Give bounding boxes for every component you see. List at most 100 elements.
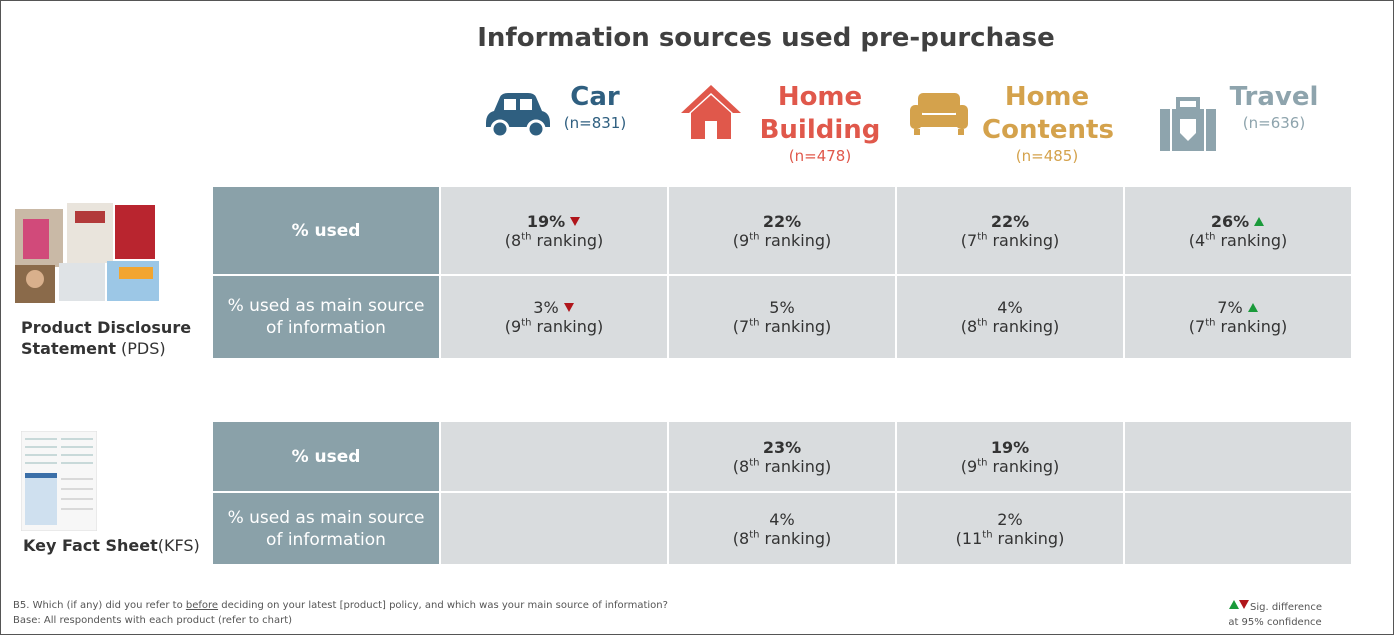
kfs-thumbnail [21, 431, 97, 531]
row-label: % used [213, 187, 439, 274]
value-line: 5% [769, 298, 794, 317]
value: 4% [997, 298, 1022, 317]
ordinal: th [749, 231, 759, 242]
product-name: Home Contents [982, 81, 1112, 147]
product-icon [679, 83, 743, 147]
rank-text: ranking) [764, 457, 831, 476]
section-name: Key Fact Sheet(KFS) [23, 535, 213, 556]
sig-arrow [569, 212, 581, 231]
rank-text: ranking) [536, 317, 603, 336]
rank-text: ranking) [764, 529, 831, 548]
ordinal: th [1205, 318, 1215, 329]
rank: (7 [961, 231, 977, 250]
product-text: Travel(n=636) [1230, 81, 1319, 132]
table-cell [1125, 422, 1351, 491]
row-label: % used as main source of information [213, 276, 439, 358]
value: 22% [991, 212, 1029, 231]
ordinal: th [521, 231, 531, 242]
slide: Information sources used pre-purchase B5… [0, 0, 1394, 635]
rank: (11 [956, 529, 983, 548]
ordinal: th [977, 318, 987, 329]
product-base: (n=636) [1230, 114, 1319, 132]
rank: (8 [961, 317, 977, 336]
ordinal: th [977, 231, 987, 242]
product-text: Home Contents(n=485) [982, 81, 1112, 165]
value-line: 22% [991, 212, 1029, 231]
product-icon [908, 87, 970, 141]
product-base: (n=485) [982, 147, 1112, 165]
section-name: Product Disclosure Statement(PDS) [21, 317, 211, 359]
rank-text: ranking) [998, 529, 1065, 548]
icon [482, 89, 552, 139]
rank-text: ranking) [992, 457, 1059, 476]
rank-text: ranking) [764, 231, 831, 250]
rank: (8 [733, 529, 749, 548]
icon [908, 87, 970, 137]
value: 19% [527, 212, 565, 231]
section-abbr: (PDS) [121, 339, 166, 358]
table-cell: 4% (8th ranking) [897, 276, 1123, 358]
sig-arrow [563, 298, 575, 317]
section-abbr: (KFS) [158, 536, 200, 555]
product-base: (n=831) [564, 114, 626, 132]
rank-text: ranking) [992, 317, 1059, 336]
ranking: (8th ranking) [961, 317, 1059, 336]
footnote-question: B5. Which (if any) did you refer to befo… [13, 600, 668, 611]
legend: Sig. difference at 95% confidence [1223, 599, 1327, 628]
ordinal: th [521, 318, 531, 329]
ranking: (9th ranking) [961, 457, 1059, 476]
value-line: 22% [763, 212, 801, 231]
legend-line: Sig. difference [1223, 599, 1327, 613]
ordinal: th [977, 457, 987, 468]
value: 22% [763, 212, 801, 231]
table-cell: 7%(7thranking) [1125, 276, 1351, 358]
rank: (4 [1189, 231, 1205, 250]
value: 5% [769, 298, 794, 317]
value: 2% [997, 510, 1022, 529]
table-cell: 2% (11th ranking) [897, 493, 1123, 564]
value: 23% [763, 438, 801, 457]
rank: (8 [733, 457, 749, 476]
value-line: 19% [527, 212, 581, 231]
table-cell [441, 422, 667, 491]
product-icon [482, 89, 552, 143]
icon [1158, 97, 1218, 153]
product-name: Car [564, 81, 626, 114]
product-base: (n=478) [755, 147, 885, 165]
rank-text: ranking) [1220, 231, 1287, 250]
sig-arrow [1247, 298, 1259, 317]
ranking: (7thranking) [733, 317, 831, 336]
rank: (9 [505, 317, 521, 336]
question-emphasis: before [186, 600, 218, 611]
ranking: (9th ranking) [733, 231, 831, 250]
section-title: Key Fact Sheet [23, 536, 158, 555]
rank: (9 [961, 457, 977, 476]
footnote-base: Base: All respondents with each product … [13, 615, 292, 626]
legend-arrows [1228, 599, 1250, 610]
ordinal: th [749, 318, 759, 329]
question-end: deciding on your latest [product] policy… [221, 600, 668, 611]
rank-text: ranking) [1220, 317, 1287, 336]
ordinal: th [982, 529, 992, 540]
value-line: 26% [1211, 212, 1265, 231]
rank-text: ranking) [992, 231, 1059, 250]
product-icon [1158, 97, 1218, 157]
rank-text: ranking) [536, 231, 603, 250]
product-header: Home Contents(n=485) [897, 81, 1123, 165]
sig-arrow [1253, 212, 1265, 231]
value-line: 4% [769, 510, 794, 529]
value: 3% [533, 298, 558, 317]
value: 19% [991, 438, 1029, 457]
pds-thumbnails [15, 201, 163, 303]
table-cell: 22% (9th ranking) [669, 187, 895, 274]
rank: (9 [733, 231, 749, 250]
table-cell [441, 493, 667, 564]
value: 7% [1217, 298, 1242, 317]
table-cell: 22% (7th ranking) [897, 187, 1123, 274]
ordinal: th [749, 457, 759, 468]
row-label: % used [213, 422, 439, 491]
value-line: 4% [997, 298, 1022, 317]
